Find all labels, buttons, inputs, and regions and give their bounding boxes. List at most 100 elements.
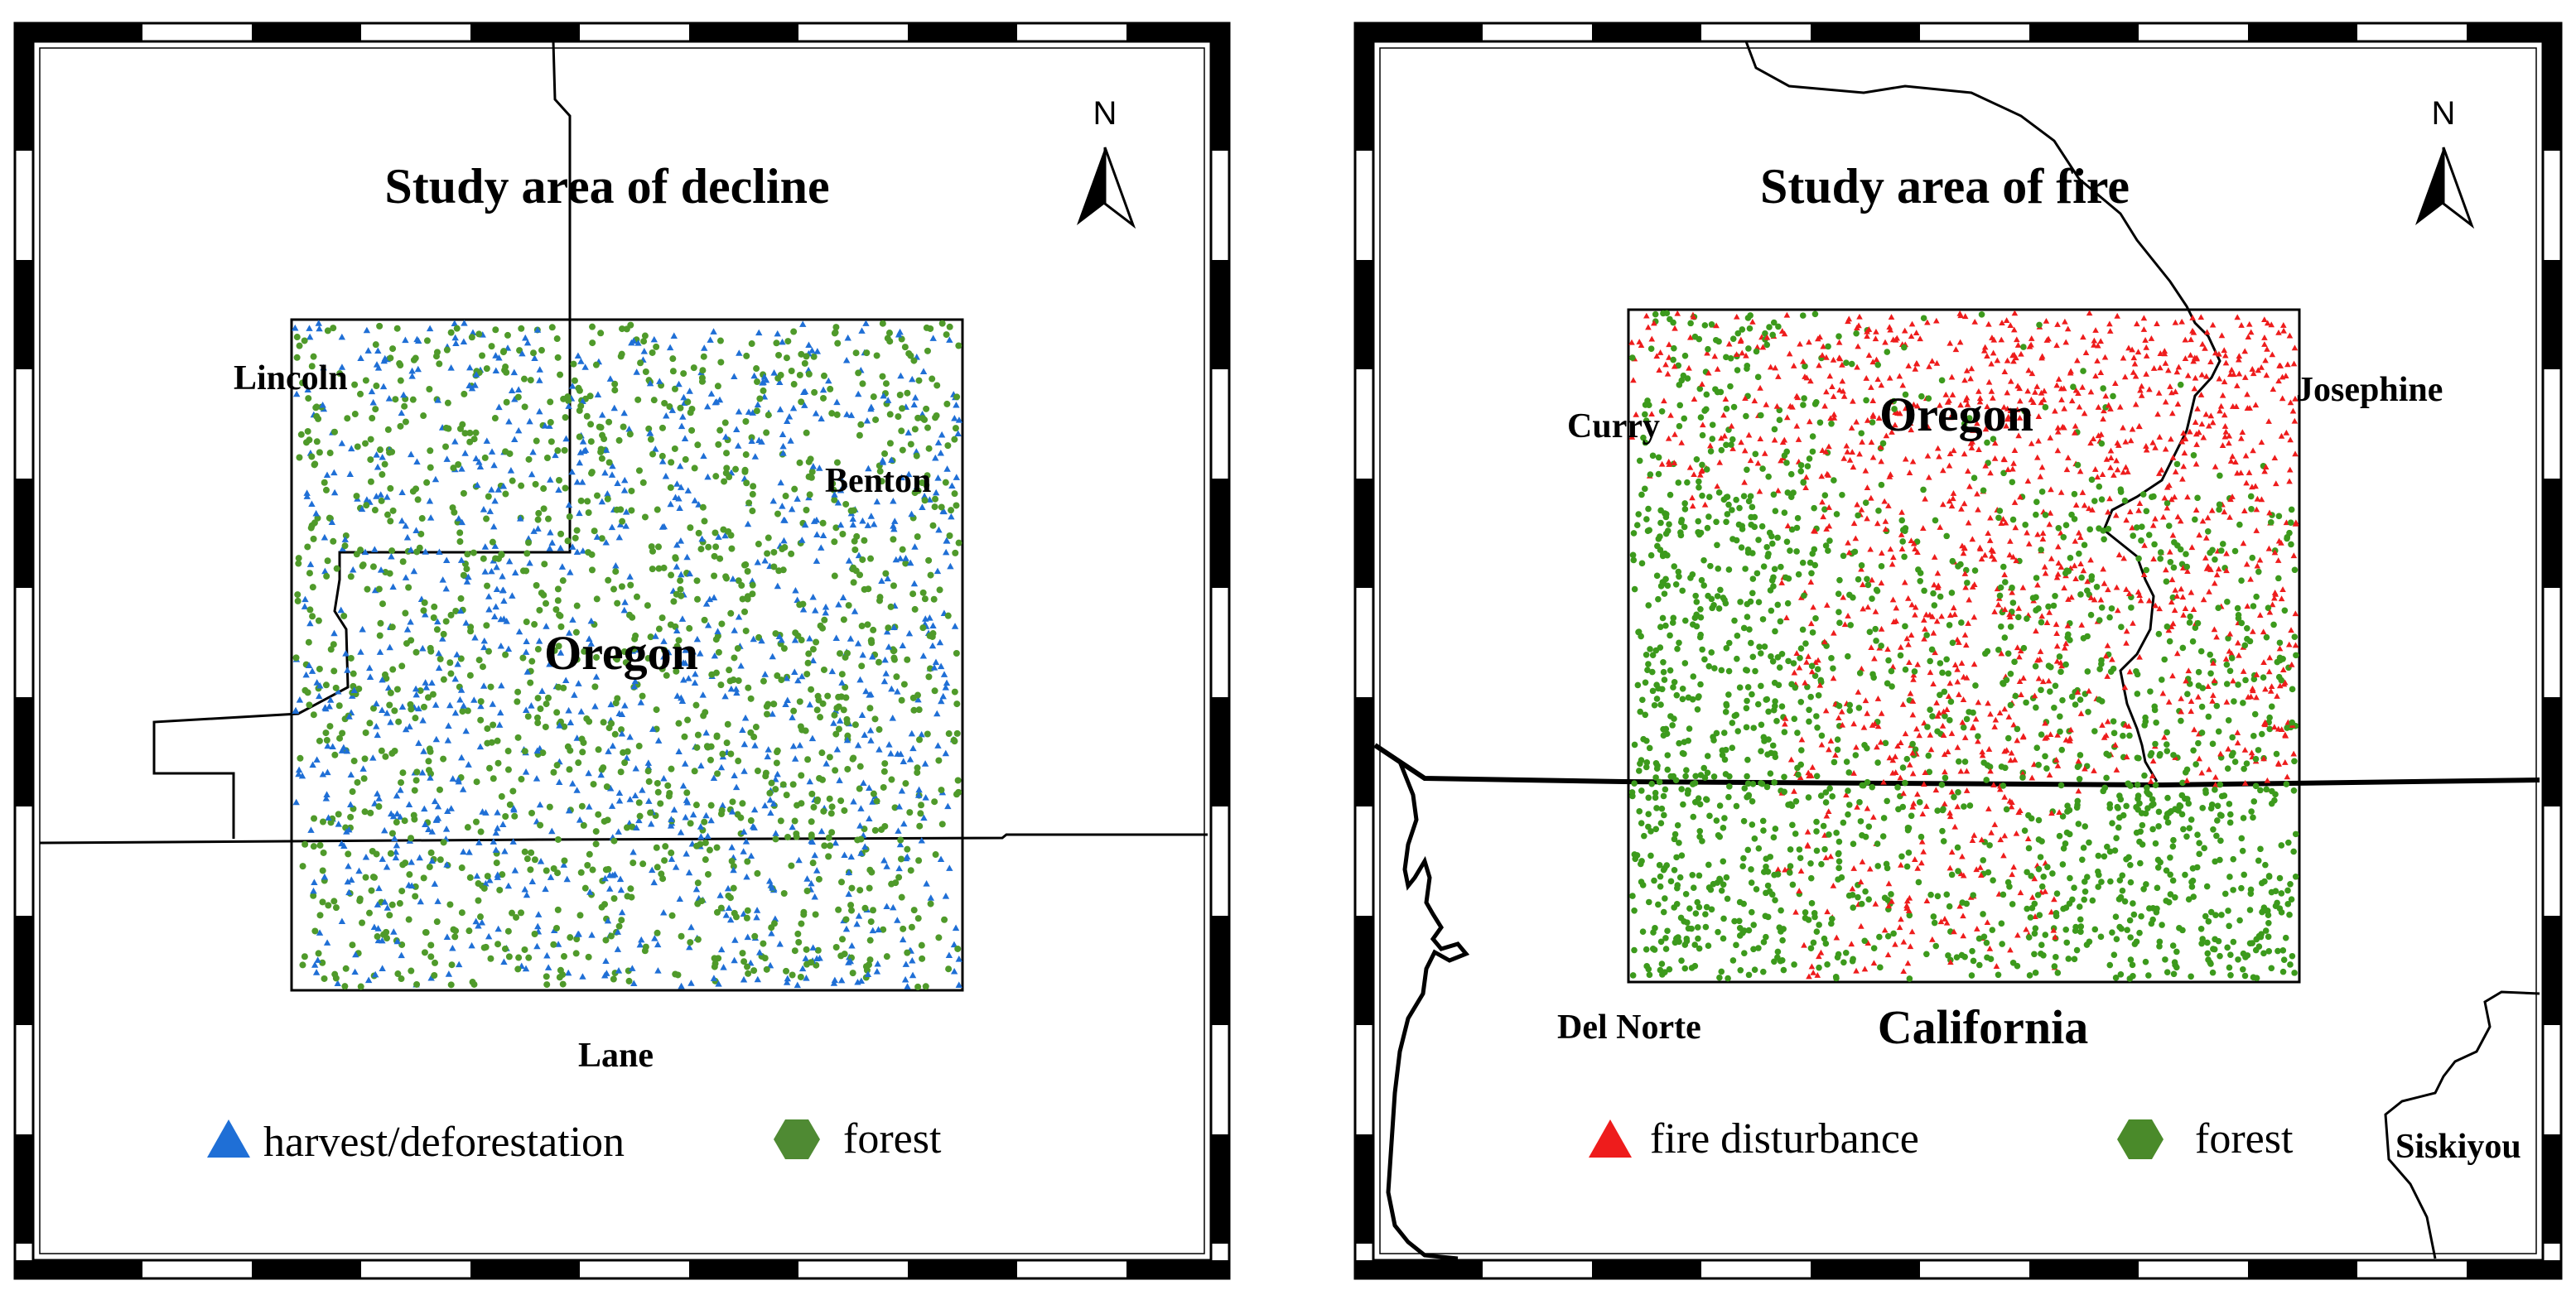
point-marker xyxy=(899,546,906,553)
point-marker xyxy=(930,664,938,671)
point-marker xyxy=(857,850,865,856)
point-marker xyxy=(862,687,870,695)
point-marker xyxy=(1652,774,1659,781)
point-marker xyxy=(2142,810,2149,817)
point-marker xyxy=(1738,439,1744,445)
point-marker xyxy=(925,673,933,681)
point-marker xyxy=(2253,694,2260,700)
point-marker xyxy=(752,724,760,731)
point-marker xyxy=(2141,542,2148,548)
point-marker xyxy=(1976,395,1984,402)
point-marker xyxy=(576,509,583,517)
point-marker xyxy=(783,967,790,975)
point-marker xyxy=(2192,419,2199,425)
point-marker xyxy=(698,535,706,542)
point-marker xyxy=(914,696,922,703)
point-marker xyxy=(314,956,321,963)
point-marker xyxy=(654,941,662,948)
point-marker xyxy=(699,367,707,374)
point-marker xyxy=(861,537,868,544)
point-marker xyxy=(672,493,679,501)
point-marker xyxy=(672,970,679,978)
point-marker xyxy=(1939,669,1946,676)
point-marker xyxy=(2042,570,2049,576)
point-marker xyxy=(841,851,848,859)
point-marker xyxy=(724,884,732,892)
point-marker xyxy=(2256,556,2264,563)
point-marker xyxy=(2291,633,2299,640)
point-marker xyxy=(1968,444,1975,450)
point-marker xyxy=(1805,769,1812,776)
point-marker xyxy=(739,800,746,807)
point-marker xyxy=(2097,369,2105,375)
point-marker xyxy=(364,347,372,354)
point-marker xyxy=(914,915,922,922)
point-marker xyxy=(1926,363,1932,369)
point-marker xyxy=(1793,650,1801,656)
point-marker xyxy=(1932,517,1939,524)
point-marker xyxy=(716,892,724,898)
point-marker xyxy=(1986,842,1993,849)
point-marker xyxy=(1772,364,1779,371)
point-marker xyxy=(2112,512,2120,518)
point-marker xyxy=(295,770,302,777)
point-marker xyxy=(295,555,302,562)
point-marker xyxy=(510,806,518,813)
point-marker xyxy=(374,731,381,739)
point-marker xyxy=(2248,808,2255,815)
point-marker xyxy=(2035,413,2043,419)
point-marker xyxy=(910,401,918,408)
point-marker xyxy=(1796,664,1803,671)
point-marker xyxy=(2209,740,2217,748)
point-marker xyxy=(766,789,774,797)
point-marker xyxy=(335,811,342,818)
point-marker xyxy=(2072,575,2079,582)
point-marker xyxy=(2225,907,2231,914)
point-marker xyxy=(379,965,386,971)
point-marker xyxy=(847,902,855,909)
point-marker xyxy=(2060,385,2067,392)
point-marker xyxy=(2169,672,2176,679)
point-marker xyxy=(1691,471,1697,478)
point-marker xyxy=(2291,758,2298,765)
point-marker xyxy=(488,739,495,746)
point-marker xyxy=(440,630,447,638)
point-marker xyxy=(2231,698,2237,705)
point-marker xyxy=(2011,310,2019,316)
point-marker xyxy=(2012,524,2019,531)
point-marker xyxy=(1713,817,1720,824)
point-marker xyxy=(1686,905,1693,912)
point-marker xyxy=(1873,356,1880,363)
point-marker xyxy=(1705,662,1713,670)
point-marker xyxy=(1808,668,1816,675)
point-marker xyxy=(2095,852,2102,859)
point-marker xyxy=(880,392,887,399)
point-marker xyxy=(413,768,421,776)
point-marker xyxy=(630,645,638,652)
point-marker xyxy=(1661,811,1667,819)
point-marker xyxy=(699,691,707,698)
point-marker xyxy=(904,389,911,397)
point-marker xyxy=(1664,752,1672,758)
point-marker xyxy=(1656,862,1663,869)
point-marker xyxy=(812,607,819,614)
point-marker xyxy=(932,658,940,666)
point-marker xyxy=(2287,519,2294,526)
point-marker xyxy=(309,584,316,591)
map-fire: Study area of fire Curry Josephine Del N… xyxy=(1353,22,2563,1280)
point-marker xyxy=(431,971,438,979)
point-marker xyxy=(888,685,895,692)
point-marker xyxy=(744,595,751,603)
point-marker xyxy=(822,609,829,616)
point-marker xyxy=(2157,556,2164,562)
point-marker xyxy=(910,580,919,587)
point-marker xyxy=(368,887,375,894)
point-marker xyxy=(717,946,726,953)
point-marker xyxy=(351,381,359,388)
point-marker xyxy=(2168,436,2174,442)
point-marker xyxy=(387,518,394,525)
point-marker xyxy=(1729,720,1736,726)
point-marker xyxy=(470,696,478,703)
point-marker xyxy=(1874,840,1881,847)
point-marker xyxy=(516,515,524,522)
